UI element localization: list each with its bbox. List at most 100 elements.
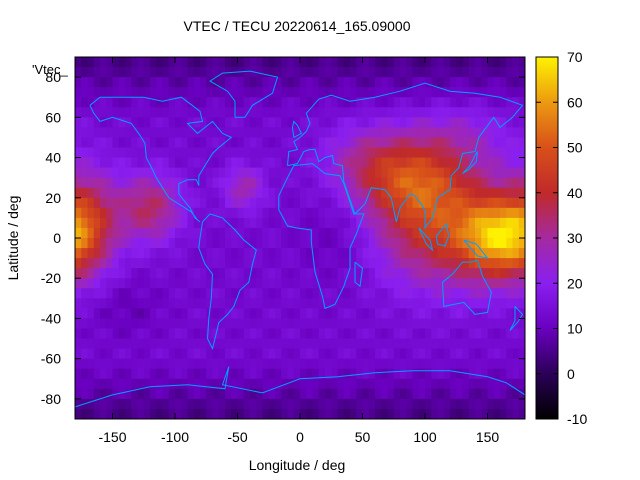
heatmap-cell [518, 408, 525, 419]
heatmap-cell [425, 298, 432, 309]
heatmap-cell [162, 258, 170, 269]
heatmap-cell [500, 147, 507, 159]
heatmap-cell [125, 97, 132, 108]
heatmap-cell [262, 97, 270, 108]
heatmap-cell [350, 338, 357, 350]
heatmap-cell [137, 328, 145, 340]
heatmap-cell [218, 167, 226, 179]
heatmap-cell [206, 227, 214, 239]
heatmap-cell [200, 408, 207, 419]
heatmap-cell [462, 197, 470, 209]
heatmap-cell [393, 97, 401, 108]
heatmap-cell [318, 248, 326, 259]
heatmap-cell [162, 408, 170, 419]
heatmap-cell [387, 107, 395, 118]
heatmap-cell [468, 258, 476, 269]
heatmap-cell [312, 358, 320, 370]
heatmap-cell [400, 338, 407, 350]
heatmap-cell [312, 217, 320, 229]
colorbar-tick-label: 0 [567, 366, 575, 382]
heatmap-cell [337, 318, 345, 330]
heatmap-cell [500, 338, 507, 350]
heatmap-cell [400, 137, 407, 149]
heatmap-cell [131, 318, 139, 330]
heatmap-cell [437, 87, 445, 98]
heatmap-cell [343, 378, 351, 390]
heatmap-cell [131, 338, 139, 350]
heatmap-cell [118, 378, 126, 390]
heatmap-cell [75, 197, 82, 209]
heatmap-cell [175, 67, 182, 78]
heatmap-cell [193, 368, 201, 380]
heatmap-cell [81, 358, 89, 370]
heatmap-cell [150, 127, 157, 139]
heatmap-cell [281, 268, 289, 279]
heatmap-cell [431, 107, 439, 118]
heatmap-cell [131, 408, 139, 419]
heatmap-cell [206, 238, 214, 249]
heatmap-cell [150, 137, 157, 149]
heatmap-cell [425, 157, 432, 169]
heatmap-cell [506, 87, 514, 98]
heatmap-cell [150, 388, 157, 400]
heatmap-cell [275, 57, 282, 68]
heatmap-cell [137, 318, 145, 330]
heatmap-cell [462, 57, 470, 68]
heatmap-cell [450, 328, 457, 340]
heatmap-cell [493, 328, 501, 340]
heatmap-cell [156, 338, 164, 350]
heatmap-cell [512, 77, 520, 88]
heatmap-cell [118, 398, 126, 410]
heatmap-cell [518, 378, 525, 390]
heatmap-cell [306, 268, 314, 279]
heatmap-cell [312, 338, 320, 350]
heatmap-cell [150, 288, 157, 299]
heatmap-cell [87, 378, 95, 390]
heatmap-cell [231, 278, 239, 289]
heatmap-cell [168, 328, 176, 340]
heatmap-cell [375, 408, 382, 419]
heatmap-cell [412, 358, 420, 370]
heatmap-cell [243, 308, 251, 320]
heatmap-cell [293, 268, 301, 279]
heatmap-cell [106, 57, 114, 68]
heatmap-cell [468, 328, 476, 340]
heatmap-cell [387, 117, 395, 128]
heatmap-cell [300, 57, 307, 68]
heatmap-cell [143, 167, 151, 179]
heatmap-cell [137, 278, 145, 289]
heatmap-cell [181, 137, 189, 149]
heatmap-cell [93, 217, 101, 229]
heatmap-cell [81, 127, 89, 139]
heatmap-cell [275, 127, 282, 139]
heatmap-cell [406, 137, 414, 149]
coastline-madagascar [354, 261, 364, 288]
heatmap-cell [100, 288, 107, 299]
heatmap-cell [418, 298, 426, 309]
heatmap-cell [181, 167, 189, 179]
heatmap-cell [300, 227, 307, 239]
heatmap-cell [275, 107, 282, 118]
heatmap-cell [137, 177, 145, 189]
heatmap-cell [200, 378, 207, 390]
heatmap-cell [193, 187, 201, 199]
heatmap-cell [318, 127, 326, 139]
heatmap-cell [450, 207, 457, 219]
heatmap-cell [212, 388, 220, 400]
heatmap-cell [487, 167, 495, 179]
heatmap-cell [131, 328, 139, 340]
heatmap-cell [237, 187, 245, 199]
heatmap-cell [375, 207, 382, 219]
heatmap-cell [437, 388, 445, 400]
y-tick-label: -60 [41, 351, 61, 367]
heatmap-cell [143, 238, 151, 249]
heatmap-cell [356, 227, 364, 239]
heatmap-cell [206, 147, 214, 159]
heatmap-cell [425, 388, 432, 400]
heatmap-cell [268, 137, 276, 149]
coastline-greenland [209, 70, 279, 118]
heatmap-cell [343, 227, 351, 239]
heatmap-cell [287, 77, 295, 88]
heatmap-cell [381, 67, 389, 78]
heatmap-cell [362, 408, 370, 419]
